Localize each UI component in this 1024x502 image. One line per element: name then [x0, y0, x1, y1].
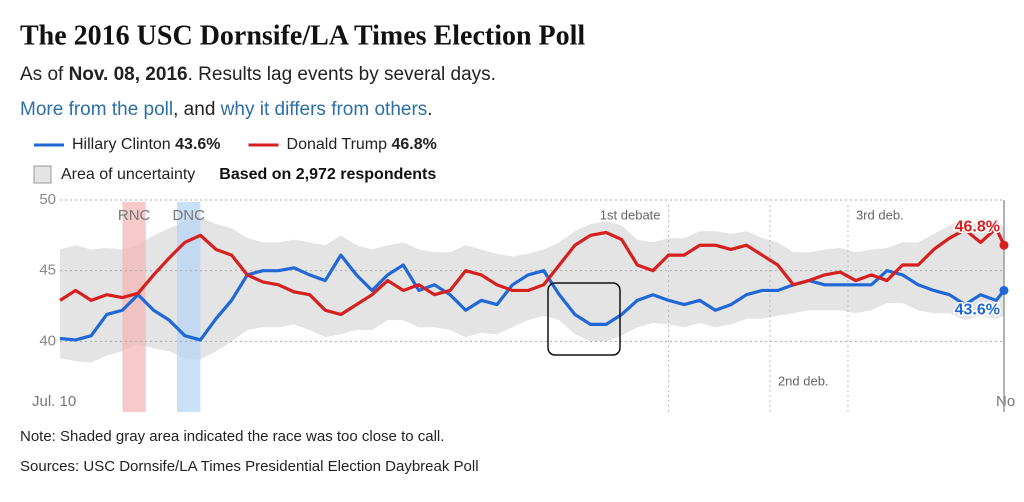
subtitle-text: As of [20, 64, 69, 85]
convention-band [177, 202, 201, 412]
note: Note: Shaded gray area indicated the rac… [20, 428, 444, 445]
subtitle-date: Nov. 08, 2016 [69, 64, 188, 85]
convention-label: DNC [172, 207, 205, 224]
series-line [59, 253, 1006, 342]
series-line [59, 226, 1006, 317]
links: More from the poll, and why it differs f… [20, 99, 433, 120]
link[interactable]: More from the poll [20, 99, 173, 120]
legend-name: Hillary Clinton [72, 136, 171, 153]
subtitle-text: . Results lag events by several days. [188, 64, 496, 85]
end-dot [999, 240, 1009, 250]
debate-label: 2nd deb. [778, 373, 829, 388]
legend-value: 43.6% [175, 136, 220, 153]
debate-label: 1st debate [600, 207, 661, 222]
y-tick-label: 40 [39, 332, 56, 349]
legend-name: Donald Trump [287, 136, 388, 153]
legend-value: 46.8% [391, 136, 436, 153]
chart-title: The 2016 USC Dornsife/LA Times Election … [20, 20, 585, 51]
legend-label: Donald Trump 46.8% [287, 136, 437, 153]
end-label: 46.8% [955, 218, 1000, 235]
y-tick-label: 50 [39, 191, 56, 208]
x-tick-label: Jul. 10 [32, 393, 76, 410]
respondents: Based on 2,972 respondents [219, 166, 436, 183]
link-text: , and [173, 99, 221, 120]
x-tick-label: No [996, 393, 1015, 410]
legend-label: Hillary Clinton 43.6% [72, 136, 221, 153]
subtitle: As of Nov. 08, 2016. Results lag events … [20, 64, 496, 85]
y-tick-label: 45 [39, 262, 56, 279]
legend-label: Area of uncertainty [61, 166, 195, 183]
end-label: 43.6% [955, 302, 1000, 319]
end-dot [999, 285, 1009, 295]
link-text: . [427, 99, 432, 120]
convention-label: RNC [118, 207, 151, 224]
link[interactable]: why it differs from others [220, 99, 428, 120]
note: Sources: USC Dornsife/LA Times President… [20, 458, 479, 475]
legend-swatch [33, 165, 52, 184]
debate-label: 3rd deb. [856, 207, 904, 222]
convention-band [122, 202, 146, 412]
highlight-box [547, 282, 621, 356]
